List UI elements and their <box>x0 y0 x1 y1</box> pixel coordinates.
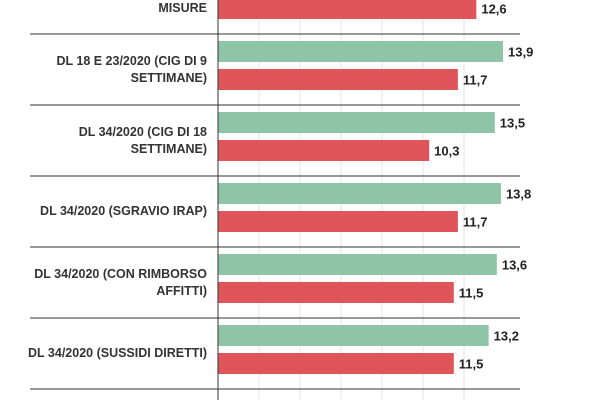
value-label: 13,8 <box>506 187 531 202</box>
bar <box>218 140 430 161</box>
bar <box>218 211 458 232</box>
bar <box>218 0 477 19</box>
bar <box>218 353 454 374</box>
bars <box>218 0 503 374</box>
value-label: 13,5 <box>500 116 525 131</box>
category-label: DL 34/2020 (CIG DI 18 SETTIMANE) <box>78 124 207 156</box>
bar <box>218 325 489 346</box>
bar <box>218 69 458 90</box>
value-label: 11,7 <box>463 215 488 230</box>
category-separators <box>30 33 520 390</box>
category-label: MISURE <box>158 1 207 15</box>
value-label: 10,3 <box>434 144 459 159</box>
value-label: 11,5 <box>459 357 484 372</box>
category-label: DL 34/2020 (SGRAVIO IRAP) <box>40 204 207 218</box>
bar <box>218 41 503 62</box>
value-label: 11,7 <box>463 73 488 88</box>
bar <box>218 282 454 303</box>
value-label: 11,5 <box>459 286 484 301</box>
value-label: 13,9 <box>508 45 533 60</box>
value-label: 13,2 <box>494 329 519 344</box>
bar <box>218 254 497 275</box>
bar <box>218 183 501 204</box>
value-labels: 13,9 13,5 13,8 13,6 13,2 12,6 11,7 10,3 11,7 11,5… <box>434 2 533 372</box>
bar <box>218 112 495 133</box>
category-label: DL 34/2020 (SUSSIDI DIRETTI) <box>28 346 207 360</box>
category-label: DL 18 E 23/2020 (CIG DI 9 SETTIMANE) <box>56 53 207 85</box>
value-label: 13,6 <box>502 258 527 273</box>
value-label: 12,6 <box>481 2 506 17</box>
category-label: DL 34/2020 (CON RIMBORSO AFFITTI) <box>34 266 207 298</box>
